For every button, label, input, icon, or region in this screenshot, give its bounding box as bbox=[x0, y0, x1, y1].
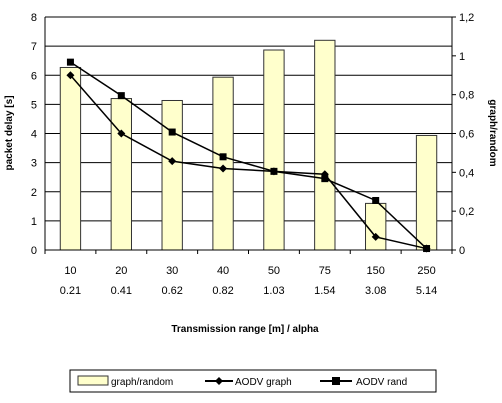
legend-label-rand: AODV rand bbox=[356, 377, 407, 388]
x-tick-label-alpha: 0.82 bbox=[212, 285, 233, 297]
series-point bbox=[372, 196, 380, 204]
y2-tick-label: 0 bbox=[459, 245, 465, 257]
series-point bbox=[117, 92, 125, 100]
legend: graph/random AODV graph AODV rand bbox=[69, 369, 437, 393]
y2-tick-label: 1,2 bbox=[459, 12, 474, 24]
y2-tick-label: 0,8 bbox=[459, 90, 474, 102]
series-point bbox=[219, 153, 227, 161]
bar bbox=[59, 66, 82, 251]
y2-tick-label: 0,4 bbox=[459, 167, 474, 179]
x-tick-label: 20 bbox=[115, 265, 127, 277]
series-point bbox=[371, 232, 380, 241]
y-tick-label: 7 bbox=[31, 41, 37, 53]
x-tick-label: 10 bbox=[64, 265, 76, 277]
x-tick-label: 150 bbox=[367, 265, 385, 277]
series-point bbox=[66, 58, 74, 66]
series-point bbox=[219, 164, 228, 173]
series-lines bbox=[66, 58, 431, 253]
series-point bbox=[117, 129, 126, 138]
x-tick-label: 75 bbox=[319, 265, 331, 277]
y-tick-label: 6 bbox=[31, 70, 37, 82]
x-tick-label-alpha: 0.21 bbox=[60, 285, 81, 297]
bar bbox=[314, 39, 336, 251]
series-point bbox=[66, 71, 75, 80]
x-tick-label: 250 bbox=[417, 265, 435, 277]
y-tick-label: 0 bbox=[31, 245, 37, 257]
legend-marker-graph bbox=[215, 377, 223, 385]
series-line bbox=[70, 61, 428, 250]
y2-tick-label: 0,6 bbox=[459, 129, 474, 141]
legend-label-bar: graph/random bbox=[111, 377, 173, 388]
y-tick-label: 8 bbox=[31, 12, 37, 24]
bar bbox=[161, 99, 183, 251]
y-tick-label: 4 bbox=[31, 129, 37, 141]
series-point bbox=[270, 167, 278, 175]
legend-label-graph: AODV graph bbox=[235, 377, 292, 388]
x-tick-label: 40 bbox=[217, 265, 229, 277]
series-point bbox=[168, 128, 176, 136]
x-tick-label-alpha: 0.62 bbox=[161, 285, 182, 297]
x-tick-label: 50 bbox=[268, 265, 280, 277]
y-tick-label: 5 bbox=[31, 99, 37, 111]
series-point bbox=[423, 245, 431, 253]
legend-swatch-bar bbox=[77, 375, 109, 386]
bar bbox=[263, 49, 285, 251]
x-tick-label-alpha: 1.03 bbox=[263, 285, 284, 297]
bar bbox=[110, 98, 132, 251]
y2-tick-label: 0,2 bbox=[459, 206, 474, 218]
axes bbox=[44, 16, 456, 254]
x-tick-label-alpha: 3.08 bbox=[365, 285, 386, 297]
legend-marker-rand bbox=[332, 377, 340, 385]
x-tick-label: 30 bbox=[166, 265, 178, 277]
y2-axis-title: graph/random bbox=[487, 99, 498, 166]
bar bbox=[212, 76, 234, 251]
series-point bbox=[321, 175, 329, 183]
y2-tick-label: 1 bbox=[459, 51, 465, 63]
x-tick-label-alpha: 5.14 bbox=[416, 285, 437, 297]
tick-labels: 0 1 2 3 4 5 6 7 8 0 0,2 0,4 0,6 0,8 1 1,2 10 0.21 20 0.41 30… bbox=[31, 12, 474, 297]
x-axis-title: Transmission range [m] / alpha bbox=[171, 324, 319, 335]
x-tick-label-alpha: 1.54 bbox=[314, 285, 335, 297]
bar bbox=[415, 134, 438, 251]
bar bbox=[365, 202, 387, 251]
series-point bbox=[168, 157, 177, 166]
y-tick-label: 3 bbox=[31, 158, 37, 170]
y-tick-label: 1 bbox=[31, 216, 37, 228]
x-tick-label-alpha: 0.41 bbox=[111, 285, 132, 297]
series-line bbox=[69, 74, 427, 250]
legend-box bbox=[69, 369, 437, 393]
bars bbox=[59, 39, 438, 251]
y-tick-label: 2 bbox=[31, 187, 37, 199]
y-axis-title: packet delay [s] bbox=[4, 95, 15, 170]
